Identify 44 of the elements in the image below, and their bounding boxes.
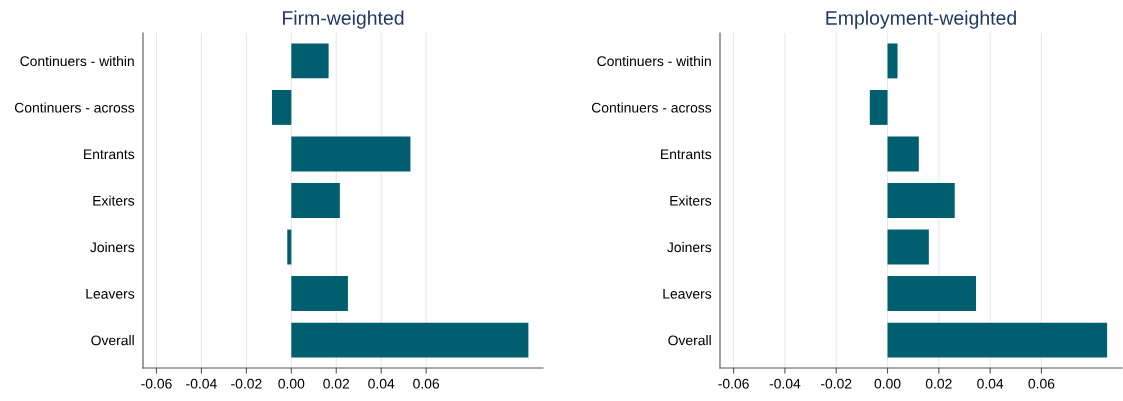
bar	[291, 136, 411, 172]
bar	[887, 43, 898, 79]
x-tick-label: 0.04	[368, 378, 395, 389]
bar	[887, 136, 919, 172]
y-tick-label: Overall	[668, 335, 711, 346]
y-tick-label: Overall	[91, 335, 134, 346]
x-tick-label: -0.06	[718, 378, 749, 389]
x-tick-label: 0.06	[1028, 378, 1055, 389]
bar	[291, 183, 340, 218]
y-tick-label: Joiners	[667, 242, 712, 253]
chart-title: Employment-weighted	[826, 10, 1016, 29]
y-tick-label: Leavers	[663, 289, 712, 299]
x-tick-label: -0.02	[231, 378, 262, 389]
bar	[887, 183, 955, 218]
bar	[271, 90, 292, 125]
y-tick-label: Leavers	[86, 289, 135, 299]
y-tick-label: Exiters	[670, 195, 712, 206]
y-tick-label: Continuers - across	[14, 102, 135, 113]
y-tick-label: Continuers - across	[591, 102, 712, 113]
bar	[291, 43, 329, 79]
x-tick-label: 0.02	[323, 378, 350, 389]
chart-title: Firm-weighted	[283, 10, 404, 29]
x-tick-label: 0.06	[413, 378, 440, 389]
bar	[887, 322, 1108, 358]
y-tick-label: Entrants	[84, 149, 135, 160]
x-tick-label: 0.04	[977, 378, 1004, 389]
y-tick-label: Entrants	[661, 149, 712, 160]
bar	[869, 90, 888, 125]
y-tick-label: Joiners	[90, 242, 135, 253]
x-tick-label: 0.00	[278, 378, 305, 389]
bar	[291, 276, 348, 311]
y-tick-label: Continuers - within	[20, 55, 134, 67]
y-tick-label: Exiters	[93, 195, 135, 206]
y-tick-label: Continuers - within	[597, 55, 711, 67]
x-tick-label: -0.02	[821, 378, 852, 389]
bar	[287, 229, 292, 265]
bar	[887, 229, 929, 265]
x-tick-label: -0.04	[769, 378, 801, 389]
x-tick-label: -0.06	[141, 378, 172, 389]
bar	[887, 276, 977, 311]
x-tick-label: 0.02	[925, 378, 952, 389]
bar	[291, 322, 529, 358]
x-tick-label: -0.04	[186, 378, 217, 389]
x-tick-label: 0.00	[874, 378, 901, 389]
